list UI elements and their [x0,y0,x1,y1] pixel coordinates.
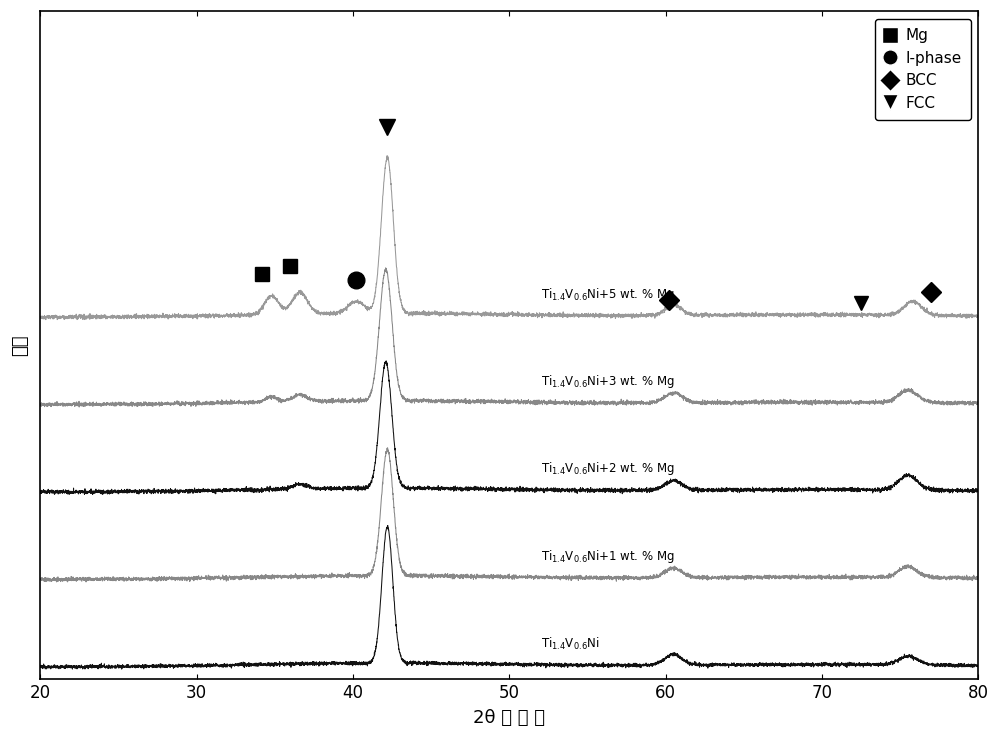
Text: Ti$_{1.4}$V$_{0.6}$Ni+1 wt. % Mg: Ti$_{1.4}$V$_{0.6}$Ni+1 wt. % Mg [541,548,674,565]
Text: Ti$_{1.4}$V$_{0.6}$Ni: Ti$_{1.4}$V$_{0.6}$Ni [541,636,599,652]
Legend: Mg, I-phase, BCC, FCC: Mg, I-phase, BCC, FCC [875,18,971,120]
Y-axis label: 强度: 强度 [11,334,29,356]
Text: Ti$_{1.4}$V$_{0.6}$Ni+5 wt. % Mg: Ti$_{1.4}$V$_{0.6}$Ni+5 wt. % Mg [541,286,674,303]
Text: Ti$_{1.4}$V$_{0.6}$Ni+3 wt. % Mg: Ti$_{1.4}$V$_{0.6}$Ni+3 wt. % Mg [541,373,674,390]
Text: Ti$_{1.4}$V$_{0.6}$Ni+2 wt. % Mg: Ti$_{1.4}$V$_{0.6}$Ni+2 wt. % Mg [541,461,674,477]
X-axis label: 2θ （ 度 ）: 2θ （ 度 ） [473,709,545,727]
